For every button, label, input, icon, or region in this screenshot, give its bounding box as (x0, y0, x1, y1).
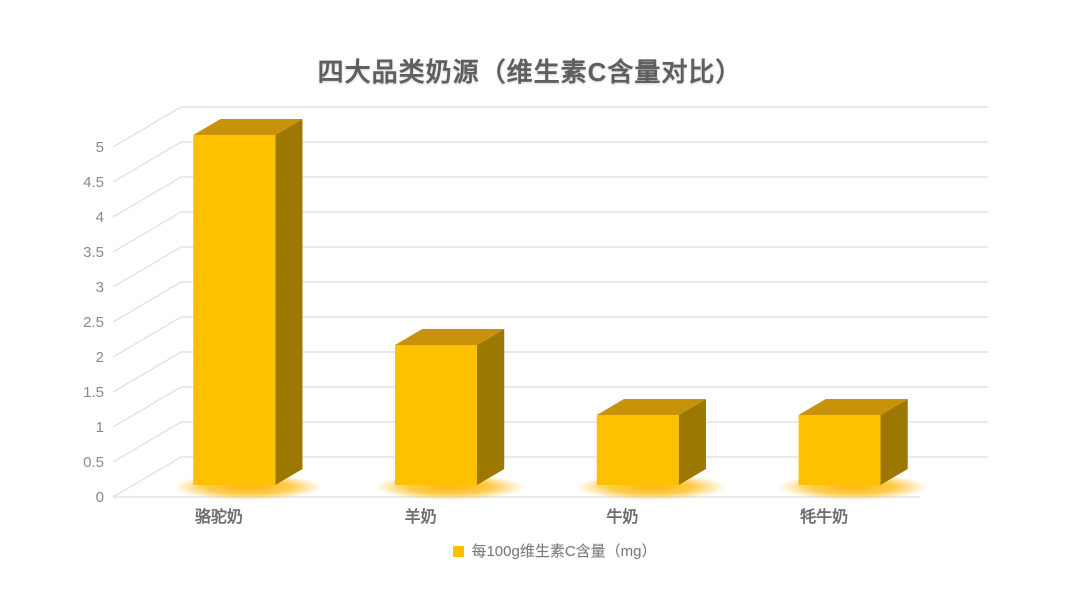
bar-top-face (395, 329, 505, 345)
gridline (112, 246, 988, 288)
bar-side-face (880, 399, 908, 485)
x-axis-category-label: 骆驼奶 (195, 507, 243, 526)
y-axis-tick-label: 2 (96, 349, 104, 366)
bar-top-face (798, 399, 908, 415)
legend-series-label: 每100g维生素C含量（mg） (471, 543, 657, 560)
y-axis-tick-label: 3 (96, 279, 104, 296)
chart-legend: 每100g维生素C含量（mg） (0, 540, 1080, 561)
bar-side-face (275, 119, 303, 485)
y-axis-tick-label: 5 (96, 139, 104, 156)
gridline (112, 106, 988, 148)
x-axis-category-label: 牦牛奶 (800, 507, 848, 526)
bar-side-face (678, 399, 706, 485)
bar-front-face (193, 135, 276, 485)
y-axis-tick-label: 0.5 (83, 454, 104, 471)
x-axis-category-label: 牛奶 (606, 507, 638, 526)
bar-0 (172, 119, 323, 500)
y-axis-tick-label: 2.5 (83, 314, 104, 331)
gridline (112, 141, 988, 183)
gridline (112, 176, 988, 218)
y-axis-tick-label: 0 (96, 489, 104, 506)
bar-top-face (193, 119, 303, 135)
gridline (112, 316, 988, 358)
gridline (112, 456, 988, 498)
bar-front-face (596, 415, 679, 485)
x-axis-category-label: 羊奶 (405, 507, 437, 526)
y-axis-tick-label: 1 (96, 419, 104, 436)
bar-3 (778, 399, 929, 500)
gridline (112, 421, 988, 463)
gridline (112, 351, 988, 393)
bar-1 (374, 329, 525, 500)
y-axis-tick-label: 4.5 (83, 174, 104, 191)
bar-top-face (596, 399, 706, 415)
gridline (112, 281, 988, 323)
bar-front-face (798, 415, 881, 485)
bar-side-face (477, 329, 505, 485)
y-axis-tick-label: 4 (96, 209, 104, 226)
chart-title: 四大品类奶源（维生素C含量对比） (317, 57, 743, 87)
y-axis-tick-label: 1.5 (83, 384, 104, 401)
gridline (112, 386, 988, 428)
bar-2 (576, 399, 727, 500)
y-axis-tick-label: 3.5 (83, 244, 104, 261)
bar-front-face (395, 345, 478, 485)
legend-swatch-icon (453, 545, 465, 557)
gridline (112, 211, 988, 253)
